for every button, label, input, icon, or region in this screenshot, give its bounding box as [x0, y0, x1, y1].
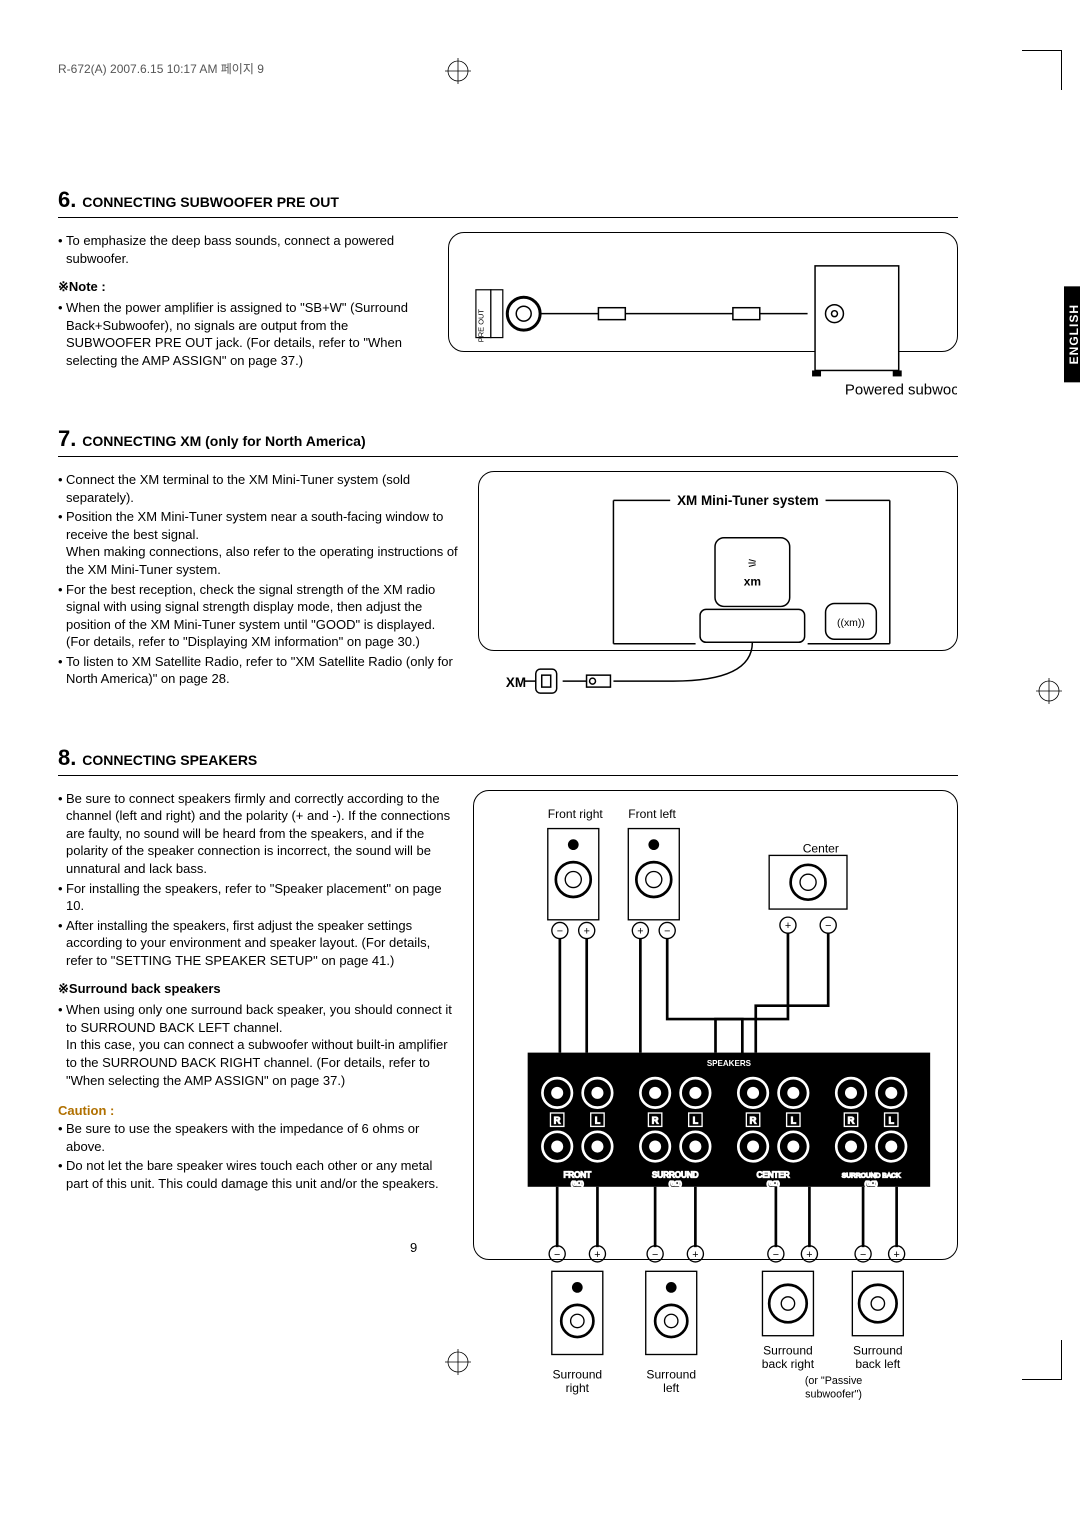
svg-text:(6Ω): (6Ω): [669, 1180, 682, 1187]
svg-text:SURROUND BACK: SURROUND BACK: [842, 1172, 901, 1179]
s7-b2: •Position the XM Mini-Tuner system near …: [58, 508, 458, 578]
svg-text:XM: XM: [506, 675, 526, 690]
s8-diagram: Front right Front left Center − +: [473, 790, 958, 1260]
svg-text:Front right: Front right: [548, 807, 604, 821]
section-7-title: 7. CONNECTING XM (only for North America…: [58, 426, 958, 457]
s6-bullet-1: •To emphasize the deep bass sounds, conn…: [58, 232, 428, 267]
powered-sub-label: Powered subwoofer: [845, 381, 957, 398]
svg-text:−: −: [664, 925, 670, 937]
svg-text:Center: Center: [803, 842, 839, 856]
s8-sbs-bullet: •When using only one surround back speak…: [58, 1001, 453, 1089]
svg-text:Surround: Surround: [552, 1367, 602, 1381]
svg-text:+: +: [893, 1249, 899, 1261]
s8-b1: •Be sure to connect speakers firmly and …: [58, 790, 453, 878]
svg-text:−: −: [825, 920, 831, 932]
svg-text:L: L: [693, 1115, 698, 1126]
svg-text:Surround: Surround: [646, 1367, 696, 1381]
svg-text:R: R: [848, 1115, 855, 1126]
page-number: 9: [410, 1240, 417, 1255]
svg-text:(or "Passive: (or "Passive: [805, 1375, 862, 1387]
section-7: 7. CONNECTING XM (only for North America…: [58, 426, 958, 690]
s8-c2: •Do not let the bare speaker wires touch…: [58, 1157, 453, 1192]
section-6-title: 6. CONNECTING SUBWOOFER PRE OUT: [58, 187, 958, 218]
svg-text:subwoofer"): subwoofer"): [805, 1388, 862, 1400]
svg-text:R: R: [652, 1115, 659, 1126]
s6-note-bullet: •When the power amplifier is assigned to…: [58, 299, 428, 369]
svg-text:(6Ω): (6Ω): [767, 1180, 780, 1187]
s7-b3: •For the best reception, check the signa…: [58, 581, 458, 651]
s6-diagram: PRE OUT: [448, 232, 958, 352]
svg-text:+: +: [806, 1249, 812, 1261]
crop-mark-br: [1022, 1340, 1062, 1380]
registration-mark-right: [1036, 678, 1062, 704]
page-content: R-672(A) 2007.6.15 10:17 AM 페이지 9 6. CON…: [58, 60, 958, 1315]
s8-b2: •For installing the speakers, refer to "…: [58, 880, 453, 915]
svg-text:L: L: [595, 1115, 600, 1126]
svg-text:Surround: Surround: [763, 1343, 813, 1357]
crop-mark-tr: [1022, 50, 1062, 90]
registration-mark-bottom: [445, 1349, 471, 1375]
svg-text:−: −: [557, 925, 563, 937]
svg-text:−: −: [652, 1249, 658, 1261]
svg-text:back right: back right: [762, 1357, 815, 1371]
section-8: 8. CONNECTING SPEAKERS •Be sure to conne…: [58, 745, 958, 1260]
s7-diagram: XM Mini-Tuner system ((xm)) ⚞: [478, 471, 958, 651]
svg-text:−: −: [860, 1249, 866, 1261]
svg-text:CENTER: CENTER: [757, 1170, 790, 1179]
svg-text:+: +: [594, 1249, 600, 1261]
svg-text:+: +: [637, 925, 643, 937]
print-header: R-672(A) 2007.6.15 10:17 AM 페이지 9: [58, 60, 958, 77]
svg-text:back left: back left: [855, 1357, 901, 1371]
s7-b1: •Connect the XM terminal to the XM Mini-…: [58, 471, 458, 506]
svg-text:L: L: [791, 1115, 796, 1126]
s8-caution-label: Caution :: [58, 1103, 453, 1118]
svg-text:Front left: Front left: [628, 807, 676, 821]
svg-text:Surround: Surround: [853, 1343, 903, 1357]
s7-b4: •To listen to XM Satellite Radio, refer …: [58, 653, 458, 688]
section-6: 6. CONNECTING SUBWOOFER PRE OUT •To emph…: [58, 187, 958, 371]
svg-text:⚞: ⚞: [747, 557, 758, 571]
s8-sbs-label: ※Surround back speakers: [58, 981, 453, 997]
s6-note-label: ※Note :: [58, 279, 428, 295]
svg-text:xm: xm: [744, 575, 761, 589]
svg-text:(6Ω): (6Ω): [865, 1180, 878, 1187]
svg-text:(6Ω): (6Ω): [571, 1180, 584, 1187]
svg-text:SPEAKERS: SPEAKERS: [707, 1059, 752, 1068]
svg-text:L: L: [889, 1115, 894, 1126]
language-tab: ENGLISH: [1064, 286, 1080, 382]
svg-text:XM Mini-Tuner system: XM Mini-Tuner system: [677, 493, 819, 508]
svg-text:R: R: [750, 1115, 757, 1126]
preout-label: PRE OUT: [476, 309, 485, 343]
svg-text:+: +: [785, 920, 791, 932]
svg-text:((xm)): ((xm)): [837, 618, 865, 629]
svg-text:+: +: [584, 925, 590, 937]
svg-text:SURROUND: SURROUND: [652, 1170, 699, 1179]
section-8-title: 8. CONNECTING SPEAKERS: [58, 745, 958, 776]
svg-text:−: −: [773, 1249, 779, 1261]
s8-b3: •After installing the speakers, first ad…: [58, 917, 453, 970]
svg-text:left: left: [663, 1381, 680, 1395]
svg-text:right: right: [566, 1381, 590, 1395]
s8-c1: •Be sure to use the speakers with the im…: [58, 1120, 453, 1155]
svg-text:+: +: [692, 1249, 698, 1261]
svg-text:FRONT: FRONT: [563, 1170, 591, 1179]
svg-text:−: −: [554, 1249, 560, 1261]
svg-text:R: R: [554, 1115, 561, 1126]
